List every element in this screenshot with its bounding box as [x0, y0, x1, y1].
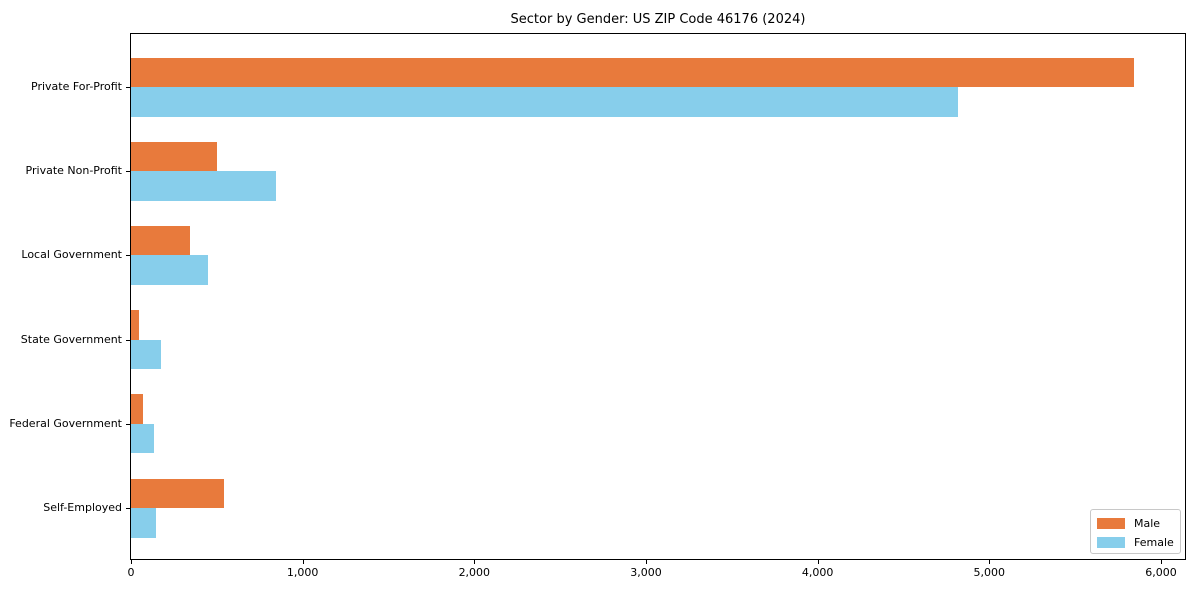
- bar-male-state-government: [131, 310, 139, 340]
- category-label-state-government: State Government: [20, 332, 122, 346]
- x-tick-1000: [302, 560, 304, 564]
- x-tick-0: [131, 560, 132, 564]
- x-tick-label-1000: 1,000: [286, 566, 319, 579]
- x-tick-6000: [1160, 560, 1162, 564]
- bar-male-private-for-profit: [131, 57, 1135, 87]
- x-tick-3000: [645, 560, 647, 564]
- category-label-federal-government: Federal Government: [9, 416, 122, 430]
- category-label-local-government: Local Government: [21, 248, 122, 262]
- bar-female-private-non-profit: [131, 171, 277, 201]
- x-tick-label-6000: 6,000: [1145, 566, 1177, 579]
- x-tick-label-3000: 3,000: [630, 566, 662, 579]
- x-tick-4000: [817, 560, 819, 564]
- bar-female-state-government: [131, 339, 162, 370]
- x-tick-label-4000: 4,000: [801, 566, 834, 579]
- x-tick-label-0: 0: [127, 566, 135, 579]
- bar-female-self-employed: [131, 508, 156, 538]
- bar-male-private-non-profit: [131, 141, 217, 172]
- legend-item-female: Female: [1097, 536, 1174, 549]
- bar-female-private-for-profit: [131, 87, 958, 117]
- legend-item-male: Male: [1097, 517, 1174, 530]
- y-tick-state-government: [126, 339, 130, 341]
- chart-title: Sector by Gender: US ZIP Code 46176 (202…: [510, 12, 806, 27]
- legend: Male Female: [1090, 509, 1181, 554]
- bar-male-local-government: [131, 225, 191, 256]
- legend-label-male: Male: [1134, 517, 1161, 530]
- bar-male-self-employed: [131, 478, 224, 508]
- bar-male-federal-government: [131, 394, 144, 424]
- x-tick-label-5000: 5,000: [973, 566, 1006, 579]
- x-tick-2000: [474, 560, 476, 564]
- legend-swatch-male-icon: [1097, 518, 1125, 529]
- y-tick-local-government: [126, 255, 130, 257]
- bar-female-local-government: [131, 255, 209, 285]
- y-tick-federal-government: [126, 423, 130, 425]
- category-label-private-non-profit: Private Non-Profit: [25, 164, 122, 178]
- category-label-self-employed: Self-Employed: [43, 501, 122, 514]
- bar-female-federal-government: [131, 423, 155, 454]
- y-tick-private-for-profit: [126, 87, 130, 88]
- legend-label-female: Female: [1134, 536, 1174, 549]
- plot-area: [130, 33, 1186, 560]
- category-label-private-for-profit: Private For-Profit: [31, 80, 122, 93]
- x-tick-label-2000: 2,000: [458, 566, 491, 579]
- y-tick-private-non-profit: [126, 171, 130, 173]
- x-tick-5000: [989, 560, 991, 564]
- legend-swatch-female-icon: [1097, 537, 1125, 548]
- y-tick-self-employed: [126, 508, 130, 509]
